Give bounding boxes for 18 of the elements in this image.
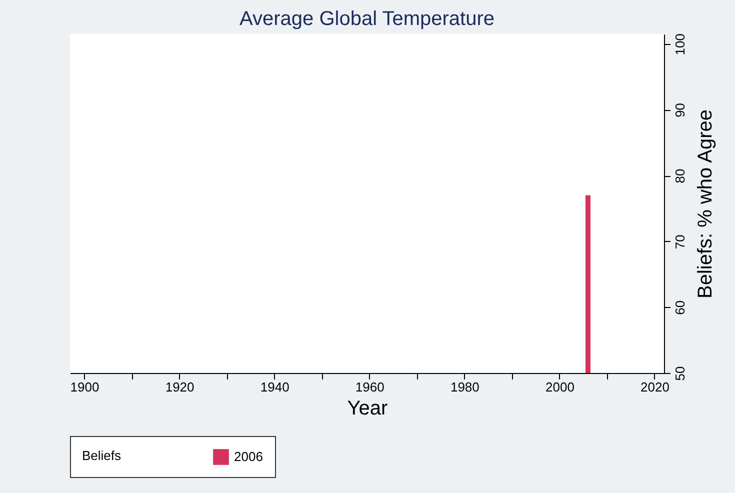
x-axis-title: Year: [347, 398, 388, 420]
x-tick-label: 1940: [260, 380, 290, 394]
y2-tick-label: 50: [672, 366, 688, 381]
legend-title: Beliefs: [82, 448, 122, 463]
y2-axis-title: Beliefs: % who Agree: [694, 110, 716, 298]
legend-label: 2006: [234, 449, 263, 464]
x-tick-label: 1980: [450, 380, 480, 394]
y2-tick-label: 90: [672, 102, 688, 118]
y2-tick-label: 100: [672, 34, 688, 56]
x-tick-label: 2000: [545, 380, 574, 394]
x-tick-label: 2020: [640, 380, 670, 394]
x-tick-label: 1900: [70, 380, 100, 394]
y2-tick-label: 60: [672, 300, 688, 315]
y2-tick-label: 80: [672, 168, 688, 184]
x-tick-label: 1920: [165, 380, 194, 394]
y2-tick-label: 70: [672, 234, 688, 250]
x-tick-label: 1960: [355, 380, 384, 394]
chart-title: Average Global Temperature: [240, 8, 494, 30]
